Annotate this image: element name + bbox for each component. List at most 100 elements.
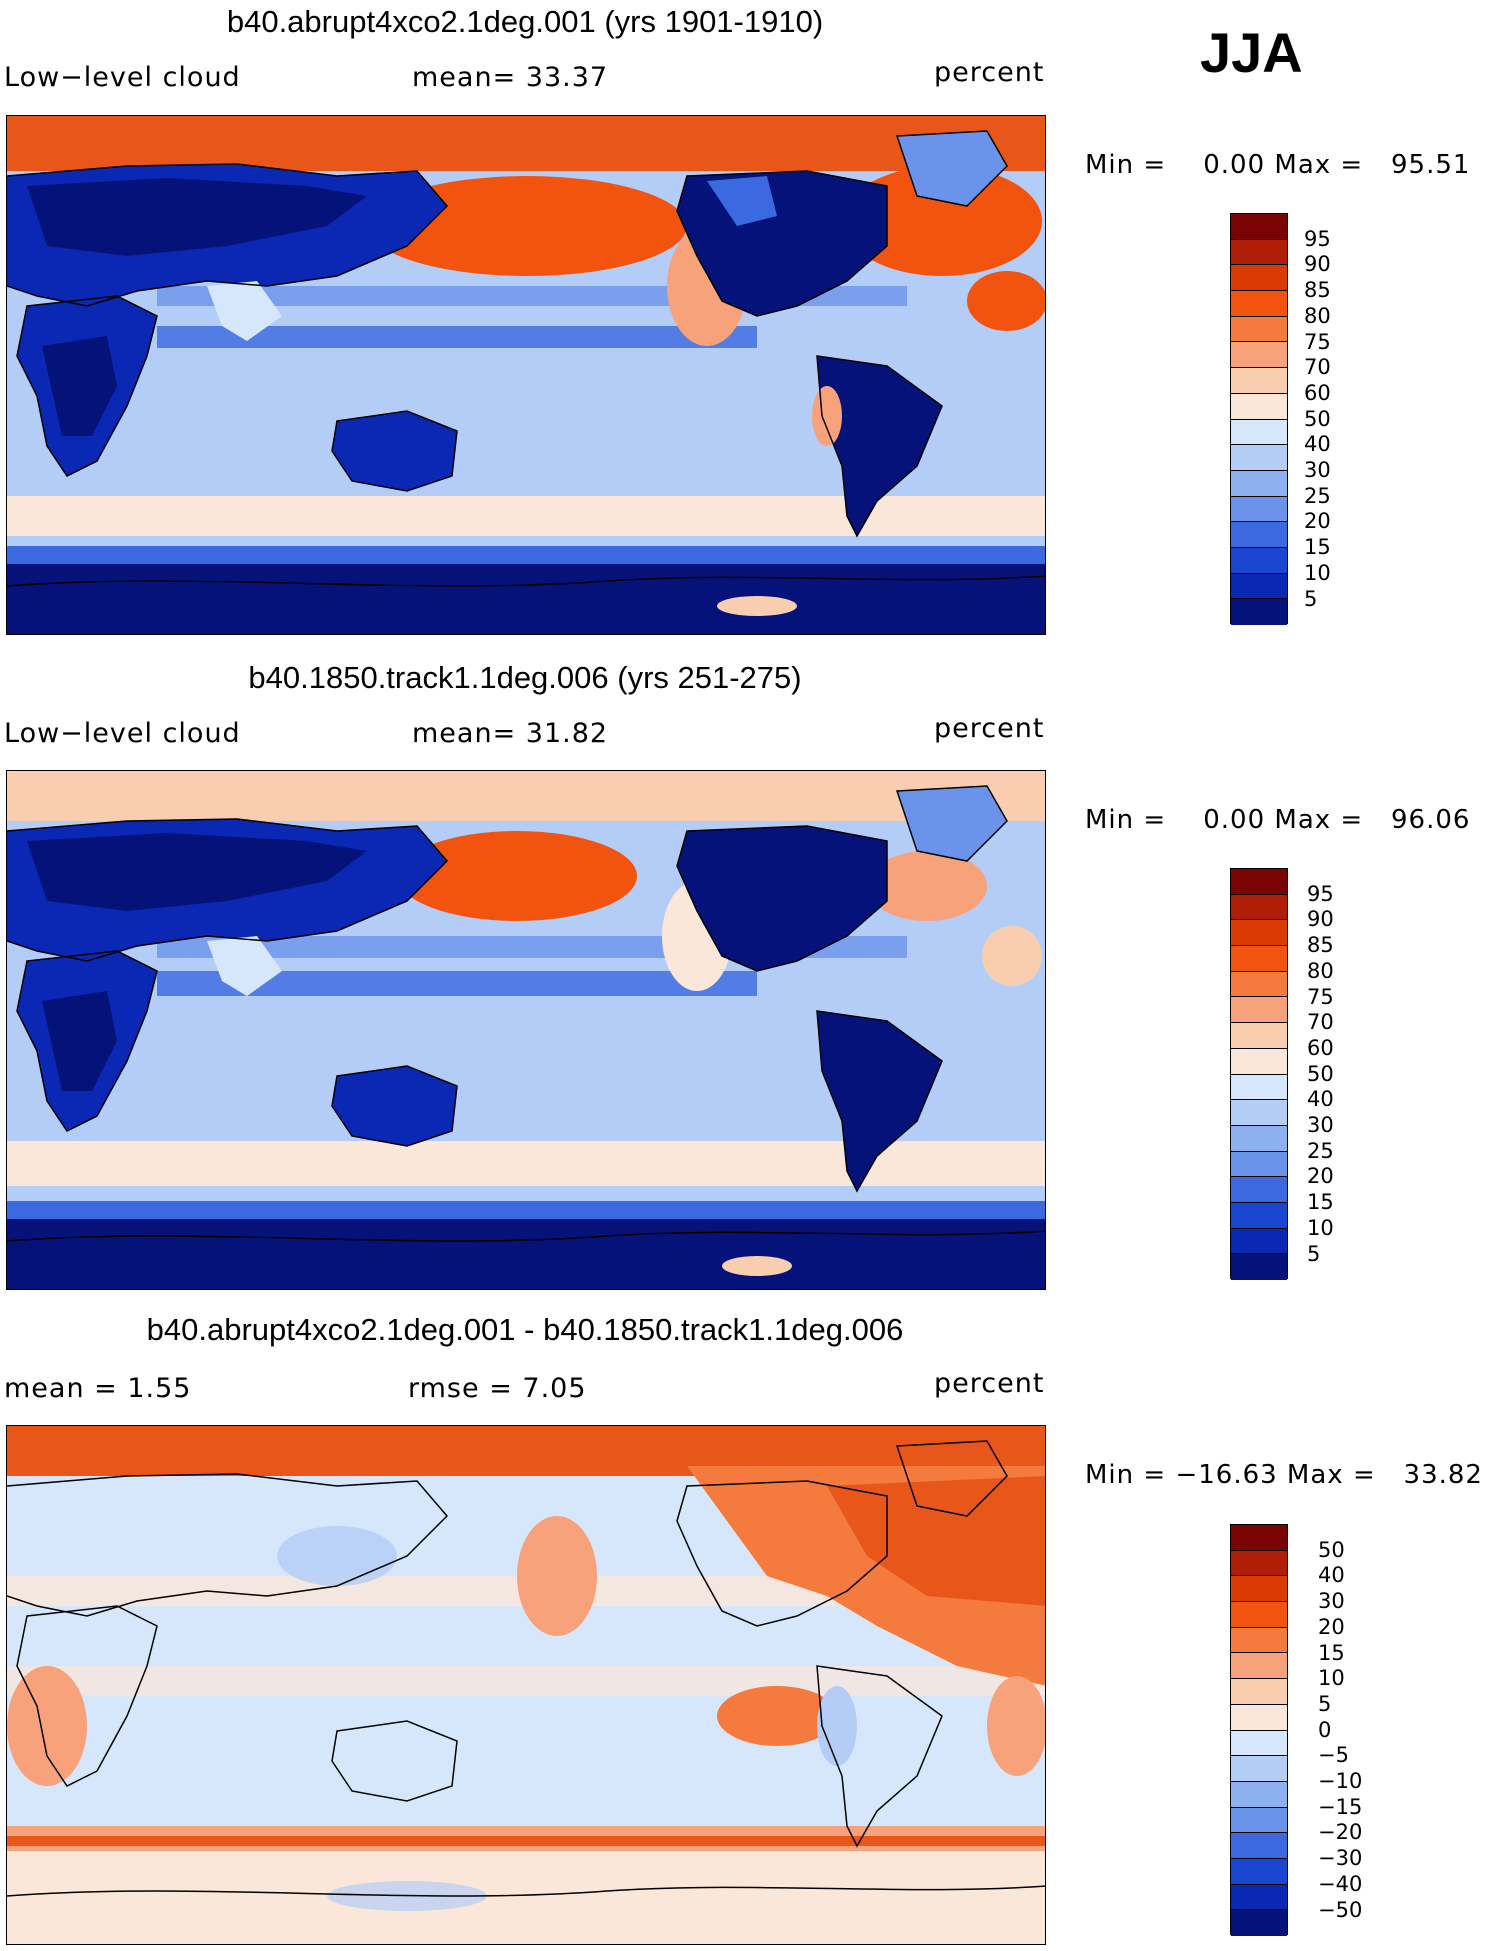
colorbar-swatch [1231,1679,1287,1705]
colorbar-swatch [1231,1602,1287,1628]
colorbar-tick-label: 20 [1307,1164,1334,1189]
panel-1-map [6,115,1046,635]
colorbar-swatch [1231,1884,1287,1911]
colorbar-swatch [1231,869,1287,895]
colorbar-tick-label: 85 [1307,933,1334,958]
colorbar-swatch [1231,1177,1287,1203]
colorbar-swatch [1231,1704,1287,1731]
colorbar-tick-label: 25 [1304,483,1331,508]
colorbar-swatch [1231,1074,1287,1101]
panel-3-map [6,1425,1046,1945]
panel-3-minmax: Min = −16.63 Max = 33.82 [1085,1460,1483,1490]
colorbar-swatch [1231,971,1287,998]
colorbar-swatch [1231,1100,1287,1126]
colorbar-swatch [1231,1807,1287,1834]
colorbar-swatch [1231,1125,1287,1152]
colorbar-swatch [1231,316,1287,343]
panel-2-colorbar [1230,868,1288,1280]
colorbar-swatch [1231,1023,1287,1049]
colorbar-tick-label: 5 [1304,586,1318,611]
colorbar-swatch [1231,573,1287,600]
panel-3-rmse-label: rmse = 7.05 [408,1373,587,1404]
colorbar-tick-label: −15 [1318,1794,1363,1819]
colorbar-swatch [1231,1781,1287,1808]
colorbar-tick-label: 5 [1307,1241,1321,1266]
season-label: JJA [1200,21,1303,84]
colorbar-tick-label: 60 [1307,1035,1334,1060]
colorbar-tick-label: 10 [1318,1666,1345,1691]
colorbar-swatch [1231,1910,1287,1936]
panel-1-variable-label: Low−level cloud [4,62,241,93]
colorbar-tick-label: −5 [1318,1743,1349,1768]
colorbar-tick-label: 15 [1307,1190,1334,1215]
colorbar-swatch [1231,920,1287,947]
panel-1-title: b40.abrupt4xco2.1deg.001 (yrs 1901-1910) [226,4,824,39]
colorbar-tick-label: −40 [1318,1871,1363,1896]
colorbar-swatch [1231,1833,1287,1859]
colorbar-tick-label: 20 [1304,509,1331,534]
colorbar-tick-label: −50 [1318,1897,1363,1922]
colorbar-tick-label: 80 [1304,303,1331,328]
colorbar-tick-label: 90 [1307,907,1334,932]
colorbar-swatch [1231,946,1287,972]
panel-1-mean-label: mean= 33.37 [412,62,609,93]
colorbar-tick-label: 75 [1304,329,1331,354]
colorbar-tick-label: 15 [1318,1640,1345,1665]
colorbar-tick-label: 30 [1304,458,1331,482]
colorbar-swatch [1231,342,1287,369]
colorbar-tick-label: 20 [1318,1614,1345,1639]
panel-2-title: b40.1850.track1.1deg.006 (yrs 251-275) [248,660,802,695]
colorbar-tick-label: 70 [1304,355,1331,380]
colorbar-swatch [1231,1228,1287,1255]
colorbar-swatch [1231,1756,1287,1782]
colorbar-tick-label: 90 [1304,252,1331,277]
colorbar-tick-label: 25 [1307,1138,1334,1163]
panel-2-variable-label: Low−level cloud [4,718,241,749]
panel-3-colorbar [1230,1524,1288,1936]
colorbar-swatch [1231,1202,1287,1229]
colorbar-tick-label: 50 [1304,406,1331,431]
colorbar-tick-label: −10 [1318,1769,1363,1793]
colorbar-tick-label: 15 [1304,535,1331,560]
colorbar-swatch [1231,1550,1287,1577]
panel-2-minmax: Min = 0.00 Max = 96.06 [1085,805,1471,835]
colorbar-swatch [1231,1525,1287,1551]
colorbar-swatch [1231,1151,1287,1178]
colorbar-swatch [1231,1254,1287,1280]
panel-2-unit-label: percent [934,713,1045,744]
colorbar-swatch [1231,997,1287,1024]
colorbar-swatch [1231,894,1287,921]
colorbar-tick-label: 95 [1307,881,1334,906]
colorbar-tick-label: −30 [1318,1846,1363,1871]
panel-1-minmax: Min = 0.00 Max = 95.51 [1085,150,1471,180]
colorbar-swatch [1231,419,1287,446]
colorbar-swatch [1231,265,1287,292]
panel-1-colorbar [1230,213,1288,625]
panel-1-unit-label: percent [934,57,1045,88]
colorbar-swatch [1231,547,1287,574]
colorbar-tick-label: 10 [1304,560,1331,585]
colorbar-swatch [1231,470,1287,497]
colorbar-swatch [1231,214,1287,240]
colorbar-swatch [1231,445,1287,471]
colorbar-tick-label: 50 [1318,1537,1345,1562]
colorbar-tick-label: 10 [1307,1215,1334,1240]
colorbar-tick-label: 60 [1304,380,1331,405]
colorbar-swatch [1231,393,1287,420]
colorbar-tick-label: 85 [1304,278,1331,303]
colorbar-tick-label: 30 [1318,1589,1345,1614]
colorbar-swatch [1231,1627,1287,1654]
panel-3-unit-label: percent [934,1368,1045,1399]
colorbar-tick-label: 50 [1307,1061,1334,1086]
colorbar-swatch [1231,1858,1287,1885]
colorbar-swatch [1231,368,1287,394]
colorbar-swatch [1231,599,1287,625]
panel-2-map [6,770,1046,1290]
colorbar-tick-label: 80 [1307,958,1334,983]
colorbar-tick-label: 30 [1307,1113,1334,1137]
colorbar-swatch [1231,1653,1287,1680]
colorbar-tick-label: −20 [1318,1820,1363,1845]
colorbar-tick-label: 40 [1307,1087,1334,1112]
colorbar-tick-label: 40 [1318,1563,1345,1588]
colorbar-swatch [1231,1730,1287,1757]
